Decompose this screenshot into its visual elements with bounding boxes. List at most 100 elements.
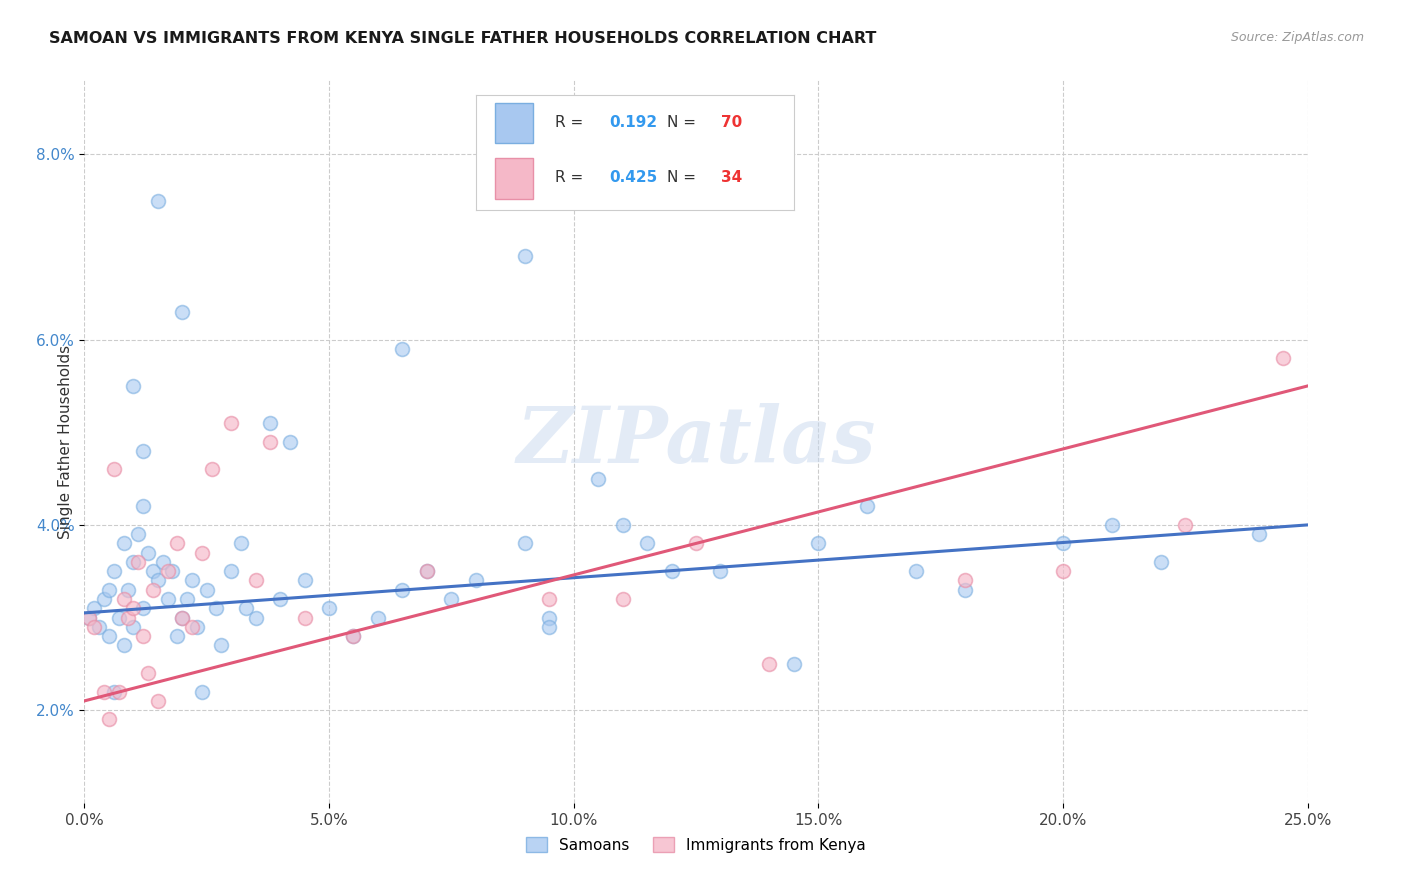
Point xyxy=(783,657,806,671)
Point xyxy=(586,472,609,486)
Point xyxy=(612,592,634,607)
Point xyxy=(219,416,242,430)
Point xyxy=(107,684,129,698)
Point xyxy=(318,601,340,615)
Point xyxy=(416,564,439,578)
Point xyxy=(953,582,976,597)
Point xyxy=(807,536,830,550)
Point xyxy=(538,620,561,634)
Point xyxy=(87,620,110,634)
Point xyxy=(166,629,188,643)
Point xyxy=(117,610,139,624)
Point xyxy=(191,546,214,560)
Point xyxy=(112,536,135,550)
Point xyxy=(538,610,561,624)
Point xyxy=(122,620,145,634)
Point xyxy=(205,601,228,615)
Point xyxy=(685,536,707,550)
Point xyxy=(132,629,155,643)
Point xyxy=(186,620,208,634)
Point xyxy=(83,601,105,615)
Point xyxy=(709,564,731,578)
Point xyxy=(103,564,125,578)
Point xyxy=(440,592,463,607)
Point xyxy=(259,416,281,430)
Point xyxy=(103,684,125,698)
Point xyxy=(229,536,252,550)
Point xyxy=(1272,351,1295,366)
Point xyxy=(1101,517,1123,532)
Legend: Samoans, Immigrants from Kenya: Samoans, Immigrants from Kenya xyxy=(519,829,873,860)
Point xyxy=(176,592,198,607)
Point xyxy=(132,500,155,514)
Point xyxy=(103,462,125,476)
Point xyxy=(391,342,413,356)
Point xyxy=(661,564,683,578)
Point xyxy=(758,657,780,671)
Y-axis label: Single Father Households: Single Father Households xyxy=(58,344,73,539)
Point xyxy=(107,610,129,624)
Point xyxy=(342,629,364,643)
Point xyxy=(77,610,100,624)
Point xyxy=(156,592,179,607)
Point xyxy=(1150,555,1173,569)
Point xyxy=(905,564,928,578)
Point xyxy=(342,629,364,643)
Point xyxy=(97,629,120,643)
Point xyxy=(142,582,165,597)
Point xyxy=(166,536,188,550)
Point xyxy=(209,638,232,652)
Point xyxy=(127,555,149,569)
Point xyxy=(181,574,204,588)
Point xyxy=(117,582,139,597)
Point xyxy=(269,592,291,607)
Point xyxy=(278,434,301,449)
Point xyxy=(856,500,879,514)
Point xyxy=(245,574,267,588)
Point xyxy=(132,443,155,458)
Point xyxy=(1052,564,1074,578)
Point xyxy=(136,666,159,681)
Point xyxy=(97,582,120,597)
Point xyxy=(1247,527,1270,541)
Point xyxy=(636,536,658,550)
Point xyxy=(77,610,100,624)
Point xyxy=(1174,517,1197,532)
Point xyxy=(146,694,169,708)
Point xyxy=(195,582,218,597)
Point xyxy=(172,305,194,319)
Point xyxy=(162,564,184,578)
Point xyxy=(513,249,536,263)
Point xyxy=(172,610,194,624)
Point xyxy=(146,574,169,588)
Point xyxy=(294,574,316,588)
Point xyxy=(259,434,281,449)
Point xyxy=(127,527,149,541)
Point xyxy=(245,610,267,624)
Point xyxy=(142,564,165,578)
Point xyxy=(122,601,145,615)
Point xyxy=(200,462,222,476)
Point xyxy=(83,620,105,634)
Point xyxy=(513,536,536,550)
Point xyxy=(146,194,169,208)
Point xyxy=(612,517,634,532)
Point xyxy=(235,601,257,615)
Point xyxy=(294,610,316,624)
Point xyxy=(136,546,159,560)
Text: SAMOAN VS IMMIGRANTS FROM KENYA SINGLE FATHER HOUSEHOLDS CORRELATION CHART: SAMOAN VS IMMIGRANTS FROM KENYA SINGLE F… xyxy=(49,31,876,46)
Point xyxy=(538,592,561,607)
Point xyxy=(191,684,214,698)
Point xyxy=(152,555,174,569)
Point xyxy=(156,564,179,578)
Point xyxy=(464,574,486,588)
Point xyxy=(953,574,976,588)
Point xyxy=(391,582,413,597)
Text: Source: ZipAtlas.com: Source: ZipAtlas.com xyxy=(1230,31,1364,45)
Point xyxy=(93,684,115,698)
Point xyxy=(97,713,120,727)
Point xyxy=(122,379,145,393)
Point xyxy=(416,564,439,578)
Point xyxy=(181,620,204,634)
Point xyxy=(172,610,194,624)
